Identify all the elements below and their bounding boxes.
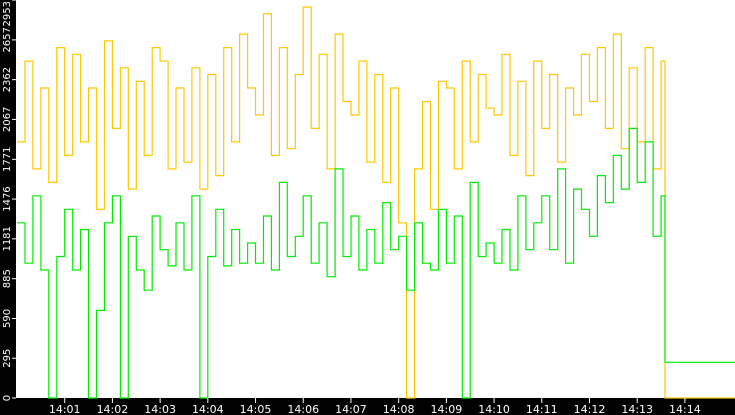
series-layer: [17, 6, 735, 399]
y-tick-label: 885: [2, 269, 13, 288]
x-tick-label: 14:11: [526, 403, 558, 415]
y-tick-label: 2362: [2, 67, 13, 92]
series-line-0: [17, 6, 735, 399]
y-tick-label: 1476: [2, 186, 13, 211]
x-tick-label: 14:05: [240, 403, 272, 415]
x-axis: 14:01 14:02 14:03 14:04 14:05 14:06 14:07 14:08…: [49, 398, 701, 415]
y-tick-label: 2067: [2, 107, 13, 132]
y-tick-label: 2953: [2, 1, 13, 26]
x-tick-label: 14:12: [574, 403, 606, 415]
y-tick-label: 0: [2, 395, 13, 401]
x-tick-label: 14:04: [192, 403, 224, 415]
series-line-1: [17, 127, 735, 399]
x-tick-label: 14:10: [478, 403, 510, 415]
x-tick-label: 14:01: [49, 403, 81, 415]
x-tick-label: 14:06: [287, 403, 319, 415]
x-tick-label: 14:13: [621, 403, 653, 415]
y-tick-label: 295: [2, 349, 13, 368]
y-tick-label: 2657: [2, 27, 13, 52]
x-tick-label: 14:02: [97, 403, 129, 415]
x-tick-label: 14:14: [669, 403, 701, 415]
y-tick-label: 1771: [2, 147, 13, 172]
x-tick-label: 14:03: [144, 403, 176, 415]
y-tick-label: 590: [2, 309, 13, 328]
x-tick-label: 14:07: [335, 403, 367, 415]
plot-area: [16, 0, 735, 398]
x-tick-label: 14:08: [383, 403, 415, 415]
x-tick-label: 14:09: [431, 403, 463, 415]
y-tick-label: 1181: [2, 226, 13, 251]
